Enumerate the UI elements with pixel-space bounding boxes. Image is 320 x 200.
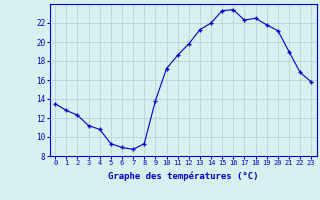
X-axis label: Graphe des températures (°C): Graphe des températures (°C) bbox=[108, 172, 259, 181]
